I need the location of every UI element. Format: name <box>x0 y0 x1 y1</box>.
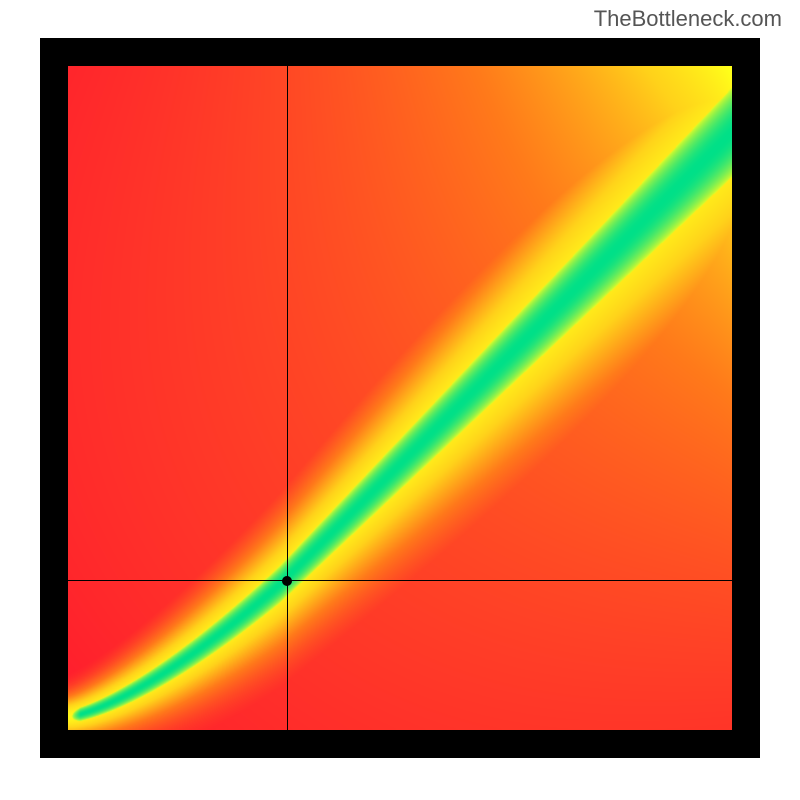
chart-container: TheBottleneck.com <box>0 0 800 800</box>
heatmap-canvas <box>68 66 732 730</box>
marker-dot <box>282 576 292 586</box>
crosshair-vertical <box>287 66 288 730</box>
chart-frame <box>40 38 760 758</box>
watermark-text: TheBottleneck.com <box>594 6 782 32</box>
crosshair-horizontal <box>68 580 732 581</box>
